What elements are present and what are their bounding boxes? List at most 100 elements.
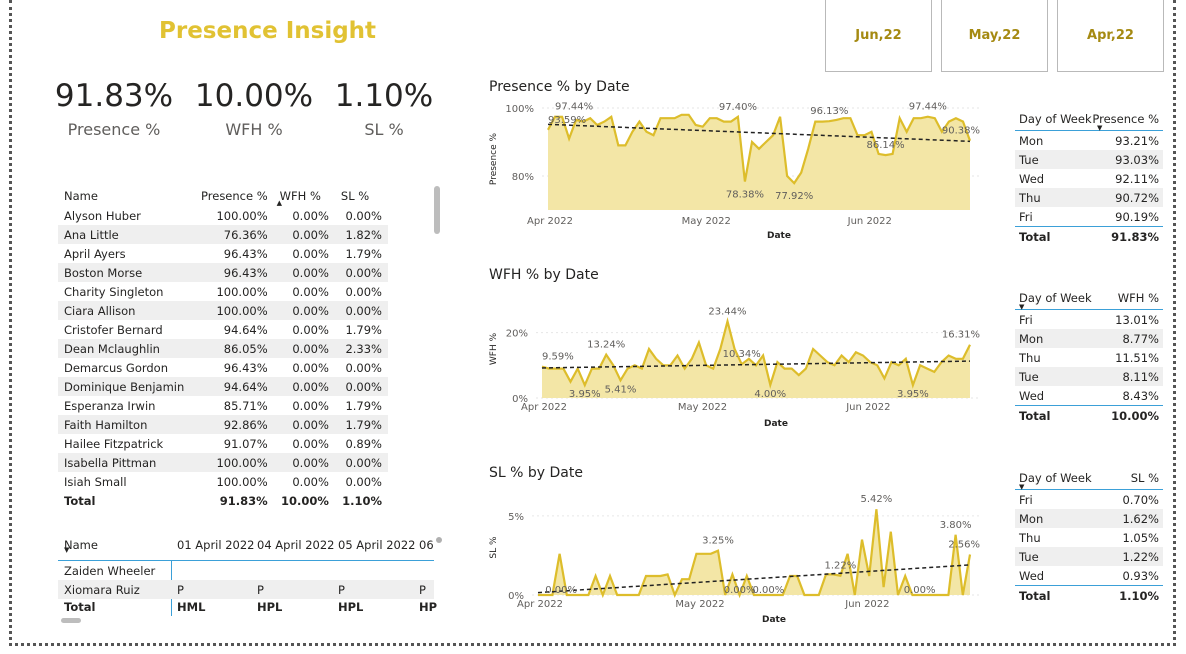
matrix-header-divider (58, 560, 434, 561)
table-row[interactable]: Hailee Fitzpatrick 91.07% 0.00% 0.89% (58, 434, 388, 453)
column-header-metric[interactable]: WFH % (1117, 291, 1159, 305)
dow-table-row[interactable]: Wed 0.93% (1015, 566, 1163, 585)
dow-table-row[interactable]: Fri 90.19% (1015, 207, 1163, 226)
data-label: 2.56% (948, 539, 980, 550)
column-header-day[interactable]: Day of Week (1019, 291, 1092, 305)
table-row[interactable]: Cristofer Bernard 94.64% 0.00% 1.79% (58, 320, 388, 339)
cell-value: 92.86% (193, 415, 274, 434)
table-row[interactable]: Demarcus Gordon 96.43% 0.00% 0.00% (58, 358, 388, 377)
table-row[interactable]: Faith Hamilton 92.86% 0.00% 1.79% (58, 415, 388, 434)
table-row[interactable]: Boston Morse 96.43% 0.00% 0.00% (58, 263, 388, 282)
dow-table-row[interactable]: Tue 8.11% (1015, 367, 1163, 386)
cell-value: 0.00% (334, 453, 388, 472)
metric-value: 8.77% (1122, 331, 1159, 346)
dow-table-row[interactable]: Mon 1.62% (1015, 509, 1163, 528)
wfh-by-date-chart[interactable]: 20% 0% 9.59% 3.95% 13.24% 5.41% 23.44% 10.34% 4.… (480, 288, 995, 433)
table-row[interactable]: Isiah Small 100.00% 0.00% 0.00% (58, 472, 388, 491)
cell-value: 94.64% (193, 377, 274, 396)
cell-value: 0.00% (273, 339, 335, 358)
column-header-name[interactable]: Name (64, 189, 98, 203)
dow-table-row[interactable]: Thu 1.05% (1015, 528, 1163, 547)
cell-value: 100.00% (216, 208, 268, 223)
data-label: 97.40% (719, 102, 757, 113)
x-tick-label: Jun 2022 (847, 216, 892, 227)
column-header-day[interactable]: Day of Week (1019, 112, 1092, 126)
column-header-sl[interactable]: SL % (340, 189, 370, 203)
cell-value: 0.00% (334, 263, 388, 282)
kpi-value: 1.10% (334, 78, 434, 114)
matrix-scrollbar[interactable] (61, 618, 81, 623)
sl-by-date-chart[interactable]: 5%0%0.00%3.25%0.00%0.00%1.22%5.42%0.00%3… (480, 490, 995, 630)
dow-table-row[interactable]: Mon 8.77% (1015, 329, 1163, 348)
cell-value: 0.89% (345, 436, 382, 451)
cell-name: Hailee Fitzpatrick (64, 436, 164, 451)
column-header-metric[interactable]: Presence % (1092, 112, 1159, 126)
dow-table-row[interactable]: Mon 93.21% (1015, 131, 1163, 150)
matrix-date-header: 01 April 2022 (177, 538, 255, 552)
dow-table-row[interactable]: Fri 0.70% (1015, 490, 1163, 509)
table-row[interactable]: Esperanza Irwin 85.71% 0.00% 1.79% (58, 396, 388, 415)
trend-line (547, 123, 971, 143)
chart-title-presence: Presence % by Date (489, 79, 630, 95)
matrix-total-cell: HML (177, 600, 206, 614)
column-header-wfh[interactable]: ▲ WFH % (274, 186, 335, 207)
dow-table-row[interactable]: Fri 13.01% (1015, 310, 1163, 329)
cell-value: 100.00% (193, 301, 274, 320)
table-scrollbar[interactable] (434, 186, 440, 234)
data-label: 13.24% (587, 340, 625, 351)
matrix-row-name: Xiomara Ruiz (64, 583, 140, 597)
table-row[interactable]: Ana Little 76.36% 0.00% 1.82% (58, 225, 388, 244)
column-header-presence[interactable]: Presence % (201, 189, 268, 203)
area-fill (548, 114, 970, 210)
data-label: 0.00% (753, 585, 785, 596)
table-row[interactable]: Isabella Pittman 100.00% 0.00% 0.00% (58, 453, 388, 472)
month-button-jun[interactable]: Jun,22 (825, 0, 932, 72)
dow-table-row[interactable]: Wed 8.43% (1015, 386, 1163, 405)
dow-table-row[interactable]: Thu 90.72% (1015, 188, 1163, 207)
matrix-cell: P (257, 583, 264, 597)
metric-value: 90.72% (1115, 190, 1159, 205)
cell-value: 100.00% (216, 474, 268, 489)
table-row[interactable]: Dominique Benjamin 94.64% 0.00% 0.00% (58, 377, 388, 396)
total-value: 10.00% (281, 493, 329, 508)
cell-name: April Ayers (64, 246, 126, 261)
y-tick-label: 80% (512, 172, 534, 183)
cell-value: 0.00% (273, 415, 335, 434)
metric-value: 1.05% (1122, 530, 1159, 545)
day-name: Thu (1019, 350, 1041, 365)
column-header-day[interactable]: Day of Week (1019, 471, 1092, 485)
dow-table-row[interactable]: Thu 11.51% (1015, 348, 1163, 367)
table-row[interactable]: Alyson Huber 100.00% 0.00% 0.00% (58, 206, 388, 225)
report-canvas (9, 0, 1176, 646)
table-row[interactable]: Ciara Allison 100.00% 0.00% 0.00% (58, 301, 388, 320)
matrix-scroll-dot[interactable] (436, 537, 442, 543)
sort-descending-icon: ▼ (64, 546, 70, 554)
cell-name: Dean Mclaughlin (58, 339, 194, 358)
table-row[interactable]: Charity Singleton 100.00% 0.00% 0.00% (58, 282, 388, 301)
cell-value: 0.00% (273, 453, 335, 472)
cell-name: Faith Hamilton (58, 415, 194, 434)
dow-table-row[interactable]: Tue 93.03% (1015, 150, 1163, 169)
presence-by-date-chart[interactable]: 100% 80% 93.59% 97.44% 97.40% 78.38% 77.92% 96.… (480, 98, 995, 246)
month-button-apr[interactable]: Apr,22 (1057, 0, 1164, 72)
metric-value: 1.22% (1122, 549, 1159, 564)
kpi-sl: 1.10% SL % (314, 78, 454, 139)
table-row[interactable]: April Ayers 96.43% 0.00% 1.79% (58, 244, 388, 263)
dow-table-row[interactable]: Tue 1.22% (1015, 547, 1163, 566)
total-value: 1.10% (342, 493, 382, 508)
matrix-header-label: Name (64, 538, 98, 552)
x-axis-title: Date (767, 231, 791, 241)
kpi-label: Presence % (67, 120, 161, 139)
x-tick-label: Jun 2022 (845, 402, 890, 413)
y-tick-label: 20% (506, 329, 528, 340)
column-header-metric[interactable]: SL % (1130, 471, 1159, 485)
cell-name: Ciara Allison (58, 301, 194, 320)
dow-table-row[interactable]: Wed 92.11% (1015, 169, 1163, 188)
matrix-header-name[interactable]: Name (64, 538, 98, 552)
kpi-wfh: 10.00% WFH % (184, 78, 324, 139)
table-row[interactable]: Dean Mclaughlin 86.05% 0.00% 2.33% (58, 339, 388, 358)
cell-value: 0.00% (292, 284, 329, 299)
month-button-may[interactable]: May,22 (941, 0, 1048, 72)
sort-descending-icon: ▼ (1019, 483, 1025, 491)
dow-table-total: Total 91.83% (1015, 226, 1163, 247)
